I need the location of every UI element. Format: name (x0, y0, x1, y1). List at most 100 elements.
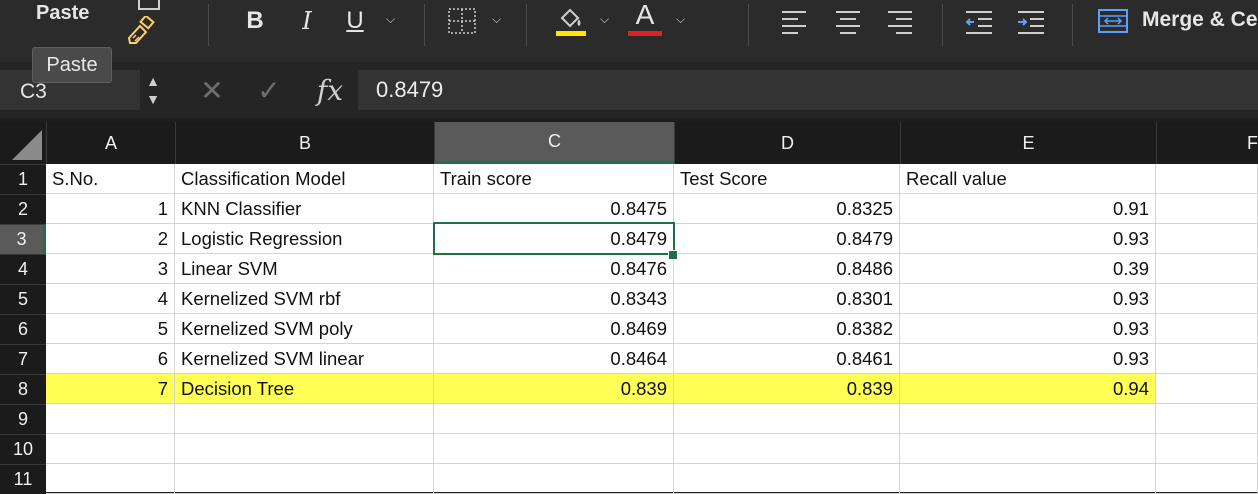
row-header-10[interactable]: 10 (0, 434, 46, 464)
cell-f11[interactable] (1156, 464, 1258, 494)
cell-d9[interactable] (674, 404, 900, 434)
cell-b6[interactable]: Kernelized SVM poly (175, 314, 434, 344)
cell-e2[interactable]: 0.91 (900, 194, 1156, 224)
cell-e6[interactable]: 0.93 (900, 314, 1156, 344)
cell-e1[interactable]: Recall value (900, 164, 1156, 194)
row-header-3[interactable]: 3 (0, 224, 46, 254)
fill-color-icon[interactable] (554, 4, 588, 38)
cell-b4[interactable]: Linear SVM (175, 254, 434, 284)
name-box-stepper-icon[interactable]: ▲ ▼ (144, 68, 162, 112)
cell-e10[interactable] (900, 434, 1156, 464)
select-all-button[interactable] (0, 122, 46, 164)
cell-c1[interactable]: Train score (434, 164, 674, 194)
row-header-4[interactable]: 4 (0, 254, 46, 284)
column-header-e[interactable]: E (900, 122, 1156, 164)
underline-chevron-down-icon[interactable]: ⌵ (386, 12, 396, 26)
cell-c7[interactable]: 0.8464 (434, 344, 674, 374)
cell-a11[interactable] (46, 464, 175, 494)
cell-e5[interactable]: 0.93 (900, 284, 1156, 314)
underline-button[interactable]: U (346, 7, 364, 34)
align-right-icon[interactable] (886, 8, 914, 36)
cell-e9[interactable] (900, 404, 1156, 434)
fill-handle[interactable] (668, 250, 678, 260)
column-header-f[interactable]: F (1156, 122, 1258, 164)
stepper-down-icon[interactable]: ▼ (146, 91, 160, 107)
cell-f2[interactable] (1156, 194, 1258, 224)
cell-c5[interactable]: 0.8343 (434, 284, 674, 314)
merge-center-button[interactable]: Merge & Ce (1142, 8, 1258, 31)
cell-f7[interactable] (1156, 344, 1258, 374)
cell-a10[interactable] (46, 434, 175, 464)
cell-f9[interactable] (1156, 404, 1258, 434)
cell-b7[interactable]: Kernelized SVM linear (175, 344, 434, 374)
column-header-d[interactable]: D (674, 122, 900, 164)
cell-f4[interactable] (1156, 254, 1258, 284)
cell-e11[interactable] (900, 464, 1156, 494)
cell-a1[interactable]: S.No. (46, 164, 175, 194)
stepper-up-icon[interactable]: ▲ (146, 73, 160, 89)
cell-f5[interactable] (1156, 284, 1258, 314)
cell-c10[interactable] (434, 434, 674, 464)
cell-a4[interactable]: 3 (46, 254, 175, 284)
cell-b10[interactable] (175, 434, 434, 464)
row-header-6[interactable]: 6 (0, 314, 46, 344)
align-left-icon[interactable] (780, 8, 808, 36)
insert-function-button[interactable]: fx (316, 73, 344, 107)
borders-icon[interactable] (446, 6, 478, 36)
cell-c3[interactable]: 0.8479 (434, 224, 674, 254)
cell-e7[interactable]: 0.93 (900, 344, 1156, 374)
formula-input[interactable]: 0.8479 (358, 70, 1258, 110)
cell-d4[interactable]: 0.8486 (674, 254, 900, 284)
row-header-7[interactable]: 7 (0, 344, 46, 374)
format-painter-icon[interactable] (124, 14, 158, 48)
cell-e4[interactable]: 0.39 (900, 254, 1156, 284)
merge-center-icon[interactable] (1096, 6, 1130, 36)
cell-b3[interactable]: Logistic Regression (175, 224, 434, 254)
cell-d6[interactable]: 0.8382 (674, 314, 900, 344)
cell-a9[interactable] (46, 404, 175, 434)
cell-c4[interactable]: 0.8476 (434, 254, 674, 284)
cell-c2[interactable]: 0.8475 (434, 194, 674, 224)
paste-button[interactable]: Paste (36, 2, 90, 24)
cell-d5[interactable]: 0.8301 (674, 284, 900, 314)
cell-a5[interactable]: 4 (46, 284, 175, 314)
cell-a3[interactable]: 2 (46, 224, 175, 254)
cell-a2[interactable]: 1 (46, 194, 175, 224)
cell-d3[interactable]: 0.8479 (674, 224, 900, 254)
cell-b8[interactable]: Decision Tree (175, 374, 434, 404)
cell-d2[interactable]: 0.8325 (674, 194, 900, 224)
column-header-b[interactable]: B (175, 122, 434, 164)
row-header-11[interactable]: 11 (0, 464, 46, 494)
cell-f1[interactable] (1156, 164, 1258, 194)
bold-button[interactable]: B (246, 7, 264, 34)
cell-f3[interactable] (1156, 224, 1258, 254)
row-header-2[interactable]: 2 (0, 194, 46, 224)
cell-b1[interactable]: Classification Model (175, 164, 434, 194)
cell-f6[interactable] (1156, 314, 1258, 344)
confirm-icon[interactable]: ✓ (257, 74, 281, 106)
column-header-c[interactable]: C (434, 122, 674, 164)
cell-d11[interactable] (674, 464, 900, 494)
cell-e3[interactable]: 0.93 (900, 224, 1156, 254)
increase-indent-icon[interactable] (1016, 8, 1046, 36)
cell-a6[interactable]: 5 (46, 314, 175, 344)
cell-b11[interactable] (175, 464, 434, 494)
cell-a8[interactable]: 7 (46, 374, 175, 404)
cell-c11[interactable] (434, 464, 674, 494)
cell-d7[interactable]: 0.8461 (674, 344, 900, 374)
italic-button[interactable]: I (302, 7, 312, 35)
cell-f8[interactable] (1156, 374, 1258, 404)
cell-d1[interactable]: Test Score (674, 164, 900, 194)
row-header-1[interactable]: 1 (0, 164, 46, 194)
font-color-button[interactable]: A (635, 0, 655, 30)
fill-color-chevron-down-icon[interactable]: ⌵ (600, 12, 610, 26)
decrease-indent-icon[interactable] (964, 8, 994, 36)
borders-chevron-down-icon[interactable]: ⌵ (492, 12, 502, 26)
font-color-chevron-down-icon[interactable]: ⌵ (676, 12, 686, 26)
row-header-8[interactable]: 8 (0, 374, 46, 404)
cell-b9[interactable] (175, 404, 434, 434)
copy-icon[interactable] (138, 0, 160, 10)
cell-b2[interactable]: KNN Classifier (175, 194, 434, 224)
column-header-a[interactable]: A (46, 122, 175, 164)
row-header-9[interactable]: 9 (0, 404, 46, 434)
